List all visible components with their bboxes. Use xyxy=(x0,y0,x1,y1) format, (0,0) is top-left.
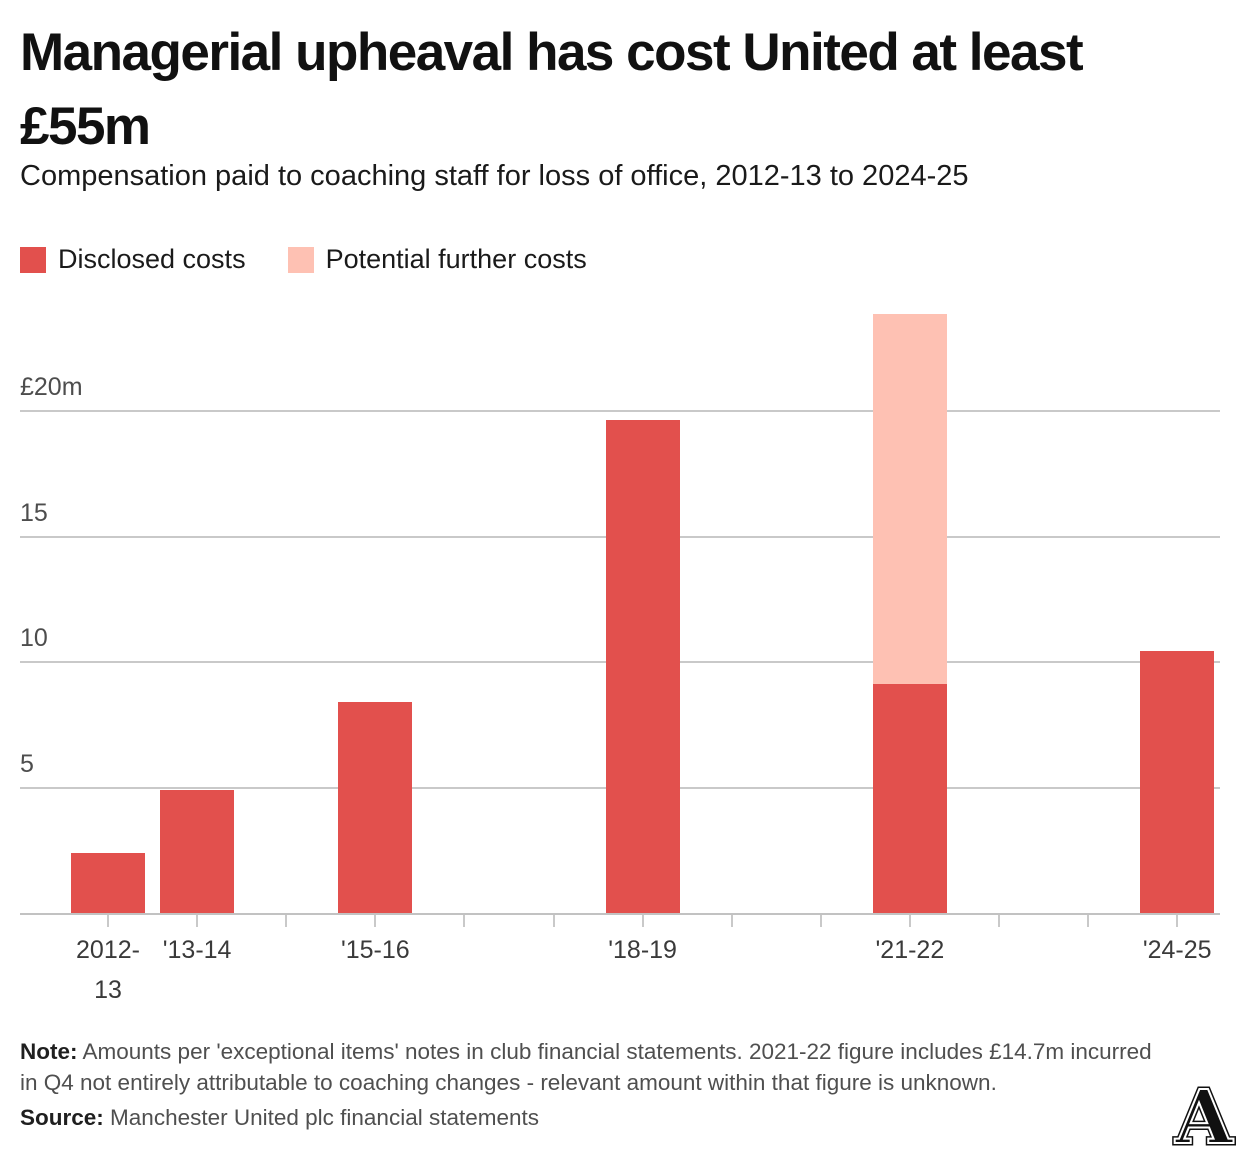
legend: Disclosed costs Potential further costs xyxy=(20,244,587,275)
the-athletic-logo: A A xyxy=(1172,1073,1237,1154)
x-axis-tick-17-18 xyxy=(552,915,555,927)
x-axis-tick-13-14 xyxy=(196,915,199,927)
y-axis-label-5: 5 xyxy=(20,750,34,779)
chart-note: Note: Amounts per 'exceptional items' no… xyxy=(20,1036,1170,1098)
bar-15-16-disclosed-costs xyxy=(338,701,413,913)
x-axis-tick-18-19 xyxy=(641,915,644,927)
note-label: Note: xyxy=(20,1039,78,1064)
note-text: Amounts per 'exceptional items' notes in… xyxy=(20,1039,1152,1095)
chart-subtitle: Compensation paid to coaching staff for … xyxy=(20,160,969,192)
x-axis-label-15-16: '15-16 xyxy=(340,936,410,964)
x-axis-line xyxy=(20,913,1220,915)
x-axis-label-21-22: '21-22 xyxy=(875,936,945,964)
x-axis-tick-16-17 xyxy=(463,915,466,927)
page-title: Managerial upheaval has cost United at l… xyxy=(20,23,1084,156)
x-axis-tick-22-23 xyxy=(998,915,1000,927)
source-label: Source: xyxy=(20,1105,104,1130)
bar-21-22-disclosed-costs xyxy=(872,684,947,913)
source-text: Manchester United plc financial statemen… xyxy=(110,1105,540,1130)
legend-item-disclosed: Disclosed costs xyxy=(20,244,246,275)
x-axis-label-2012-13: 2012- 13 xyxy=(76,936,140,1004)
x-axis-tick-2012-13 xyxy=(107,915,109,927)
potential-further-costs-swatch-icon xyxy=(287,246,314,273)
x-axis-tick-14-15 xyxy=(285,915,288,927)
x-axis-tick-20-21 xyxy=(819,915,822,927)
bar-2012-13-disclosed-costs xyxy=(71,852,145,913)
y-axis-label-10: 10 xyxy=(20,624,48,653)
chart-source: Source: Manchester United plc financial … xyxy=(20,1102,1170,1133)
x-axis-label-13-14: '13-14 xyxy=(162,936,232,964)
bar-24-25-disclosed-costs xyxy=(1140,651,1215,913)
y-axis-label-20: £20m xyxy=(20,372,83,401)
legend-label-disclosed: Disclosed costs xyxy=(58,244,246,274)
svg-text:A: A xyxy=(1174,1086,1234,1148)
y-axis-label-15: 15 xyxy=(20,498,48,527)
x-axis-tick-23-24 xyxy=(1087,915,1090,927)
gridline-20 xyxy=(20,409,1220,412)
disclosed-costs-swatch-icon xyxy=(20,246,46,273)
bar-21-22-potential-further-costs xyxy=(872,314,947,685)
bar-18-19-disclosed-costs xyxy=(605,419,680,913)
x-axis-label-24-25: '24-25 xyxy=(1142,936,1212,964)
x-axis-tick-24-25 xyxy=(1176,915,1179,927)
legend-item-potential: Potential further costs xyxy=(287,244,587,275)
svg-text:A: A xyxy=(1174,1086,1234,1148)
x-axis-label-18-19: '18-19 xyxy=(608,936,677,964)
x-axis-tick-15-16 xyxy=(374,915,377,927)
legend-label-potential: Potential further costs xyxy=(325,244,587,274)
bar-13-14-disclosed-costs xyxy=(160,789,235,913)
x-axis-tick-21-22 xyxy=(908,915,911,927)
x-axis-tick-19-20 xyxy=(730,915,733,927)
